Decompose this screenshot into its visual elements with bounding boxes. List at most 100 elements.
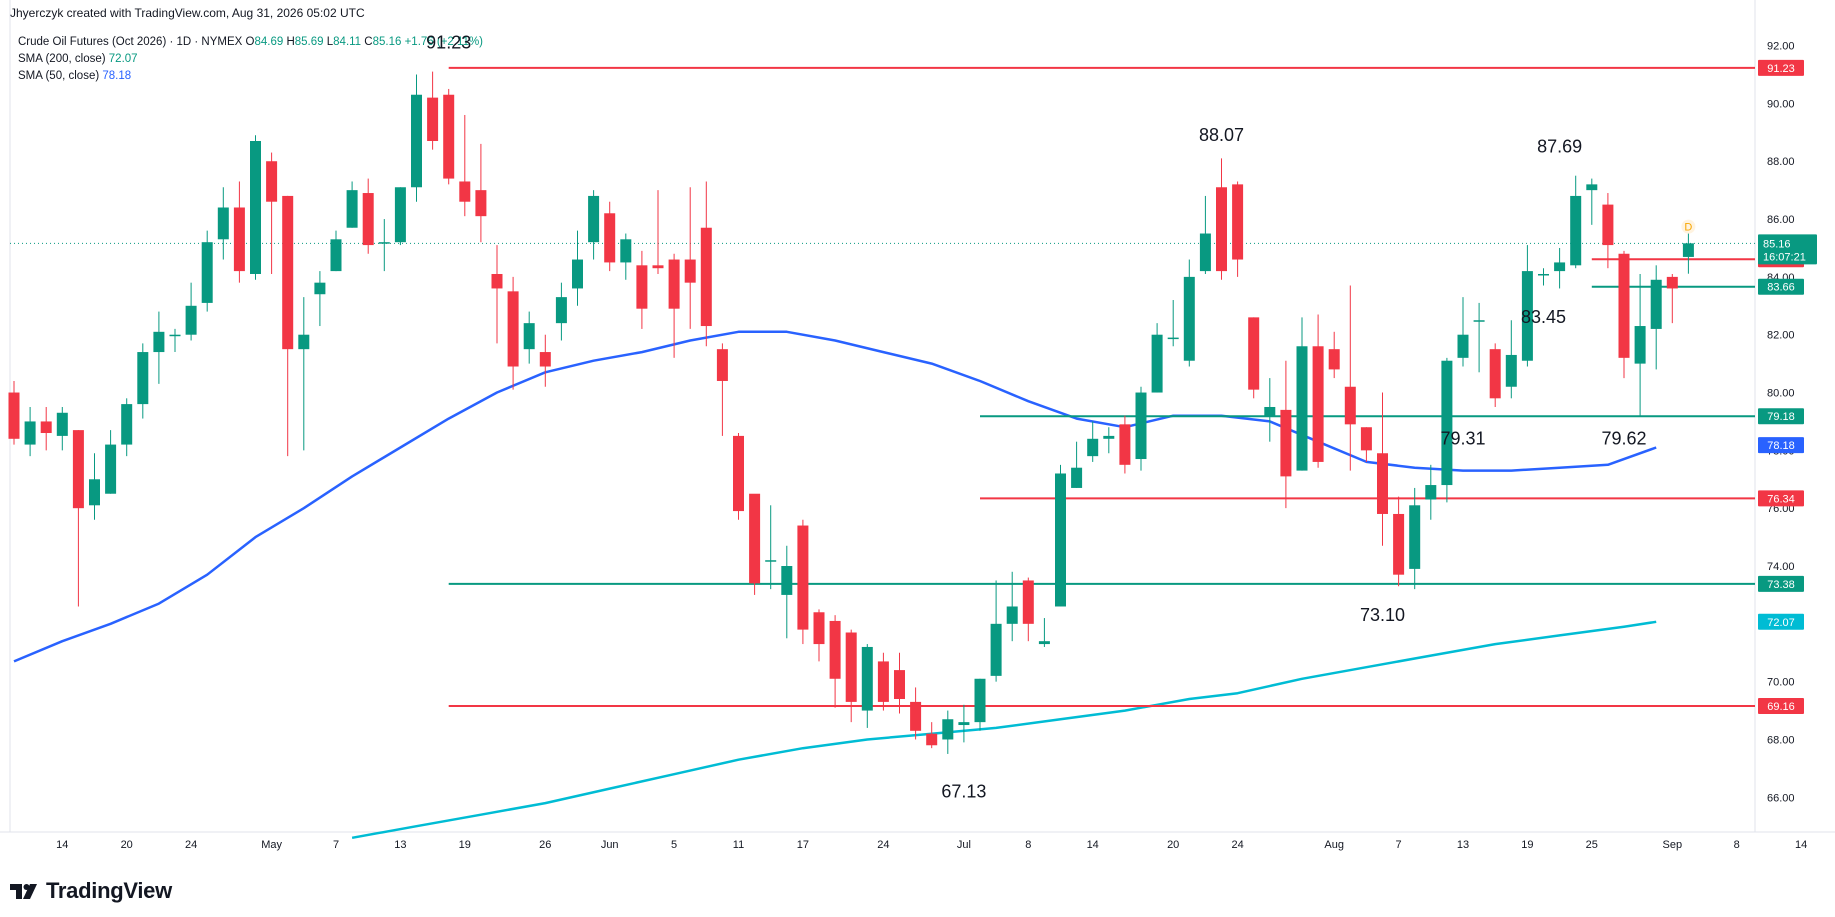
candle-body	[1135, 392, 1147, 460]
ohlc-close: 85.16	[372, 36, 402, 48]
candle-body	[443, 94, 455, 179]
candle-body	[620, 239, 632, 263]
candle-body	[1473, 320, 1485, 322]
price-chart[interactable]: 66.0068.0070.0072.0074.0076.0078.0080.00…	[0, 0, 1835, 870]
legend-sma50-row[interactable]: SMA (50, close) 78.18	[18, 68, 483, 85]
sma200-label: SMA (200, close)	[18, 53, 106, 65]
legend-symbol-row[interactable]: Crude Oil Futures (Oct 2026) · 1D · NYME…	[18, 34, 483, 51]
y-tick-label: 82.00	[1767, 330, 1795, 342]
candle-body	[861, 646, 873, 711]
x-tick-label: 14	[56, 839, 68, 851]
candle-body	[894, 670, 905, 700]
chart-legend: Crude Oil Futures (Oct 2026) · 1D · NYME…	[18, 34, 483, 85]
price-annotation: 88.07	[1199, 125, 1244, 145]
sma200-line	[351, 620, 1657, 840]
price-annotation: 91.23	[426, 32, 471, 52]
x-tick-label: 8	[1025, 839, 1031, 851]
x-tick-label: 5	[671, 839, 677, 851]
candle-body	[1602, 204, 1614, 246]
candle-body	[1022, 580, 1034, 624]
level-tag-bg	[1758, 490, 1804, 507]
level-tag: 79.18	[1767, 411, 1795, 423]
candle-body	[829, 620, 841, 679]
bar-countdown: 16:07:21	[1763, 251, 1806, 263]
candle-body	[24, 421, 36, 445]
price-annotation: 79.62	[1601, 429, 1646, 449]
sma-price-tag: 78.18	[1767, 440, 1795, 452]
ohlc-change: +1.76 (+2.11%)	[404, 36, 484, 48]
candle-body	[346, 190, 358, 228]
x-tick-label: 19	[1521, 839, 1533, 851]
candle-body	[1199, 233, 1211, 272]
x-tick-label: Aug	[1324, 839, 1344, 851]
y-tick-label: 90.00	[1767, 98, 1795, 110]
candle-body	[1570, 195, 1582, 266]
candle-body	[282, 195, 294, 350]
candle-body	[910, 701, 922, 731]
level-tag: 91.23	[1767, 63, 1795, 75]
candle-body	[427, 97, 439, 141]
candle-body	[845, 632, 857, 702]
x-tick-label: 7	[333, 839, 339, 851]
x-tick-label: May	[261, 839, 282, 851]
tradingview-logo[interactable]: TradingView	[10, 876, 172, 906]
candle-body	[378, 242, 390, 244]
legend-sma200-row[interactable]: SMA (200, close) 72.07	[18, 51, 483, 68]
last-price-tag: 85.16	[1763, 238, 1791, 250]
x-tick-label: 25	[1586, 839, 1598, 851]
candle-body	[250, 140, 261, 274]
candle-body	[1457, 334, 1469, 358]
x-tick-label: 19	[459, 839, 471, 851]
candle-body	[411, 94, 422, 188]
candle-body	[72, 430, 84, 509]
sma50-label: SMA (50, close)	[18, 70, 100, 82]
candle-body	[1167, 337, 1179, 340]
price-annotation: 79.31	[1440, 429, 1485, 449]
last-price-tag-bg	[1758, 234, 1817, 265]
candle-body	[169, 334, 181, 337]
price-annotation: 73.10	[1360, 605, 1405, 625]
candle-body	[1360, 427, 1372, 451]
candle-body	[201, 242, 213, 303]
candle-body	[89, 479, 100, 506]
candle-body	[1248, 317, 1260, 390]
candle-body	[266, 161, 278, 202]
candle-body	[185, 305, 197, 335]
candle-body	[716, 349, 728, 381]
y-tick-label: 88.00	[1767, 156, 1795, 168]
y-tick-label: 86.00	[1767, 214, 1795, 226]
candle-body	[1634, 326, 1646, 364]
sma200-value: 72.07	[108, 53, 138, 65]
x-tick-label: 17	[797, 839, 809, 851]
candle-body	[523, 323, 535, 350]
candle-body	[314, 282, 326, 295]
x-tick-label: Sep	[1663, 839, 1683, 851]
candle-body	[1216, 187, 1227, 272]
sma50-line	[13, 330, 1657, 663]
price-annotation: 87.69	[1537, 137, 1582, 157]
candle-body	[1232, 184, 1244, 260]
candle-body	[40, 421, 52, 434]
ohlc-high-label: H	[286, 36, 295, 48]
candle-body	[1650, 279, 1662, 329]
candle-body	[797, 525, 809, 630]
candle-body	[1393, 513, 1405, 575]
x-tick-label: 8	[1734, 839, 1740, 851]
candle-body	[668, 259, 680, 309]
x-tick-label: 20	[121, 839, 133, 851]
ohlc-low: 84.11	[333, 36, 362, 48]
x-tick-label: 26	[539, 839, 551, 851]
dividend-marker-icon	[1681, 219, 1696, 234]
candle-body	[298, 334, 310, 350]
candle-body	[1328, 349, 1340, 370]
candle-body	[636, 265, 648, 309]
ohlc-low-label: L	[326, 36, 334, 48]
level-tag: 83.66	[1767, 282, 1795, 294]
x-tick-label: 24	[877, 839, 889, 851]
level-tag-bg	[1758, 59, 1804, 76]
candle-body	[1280, 409, 1292, 477]
candle-body	[1055, 473, 1066, 607]
candle-body	[217, 207, 229, 240]
x-tick-label: 20	[1167, 839, 1179, 851]
candle-body	[121, 404, 133, 445]
